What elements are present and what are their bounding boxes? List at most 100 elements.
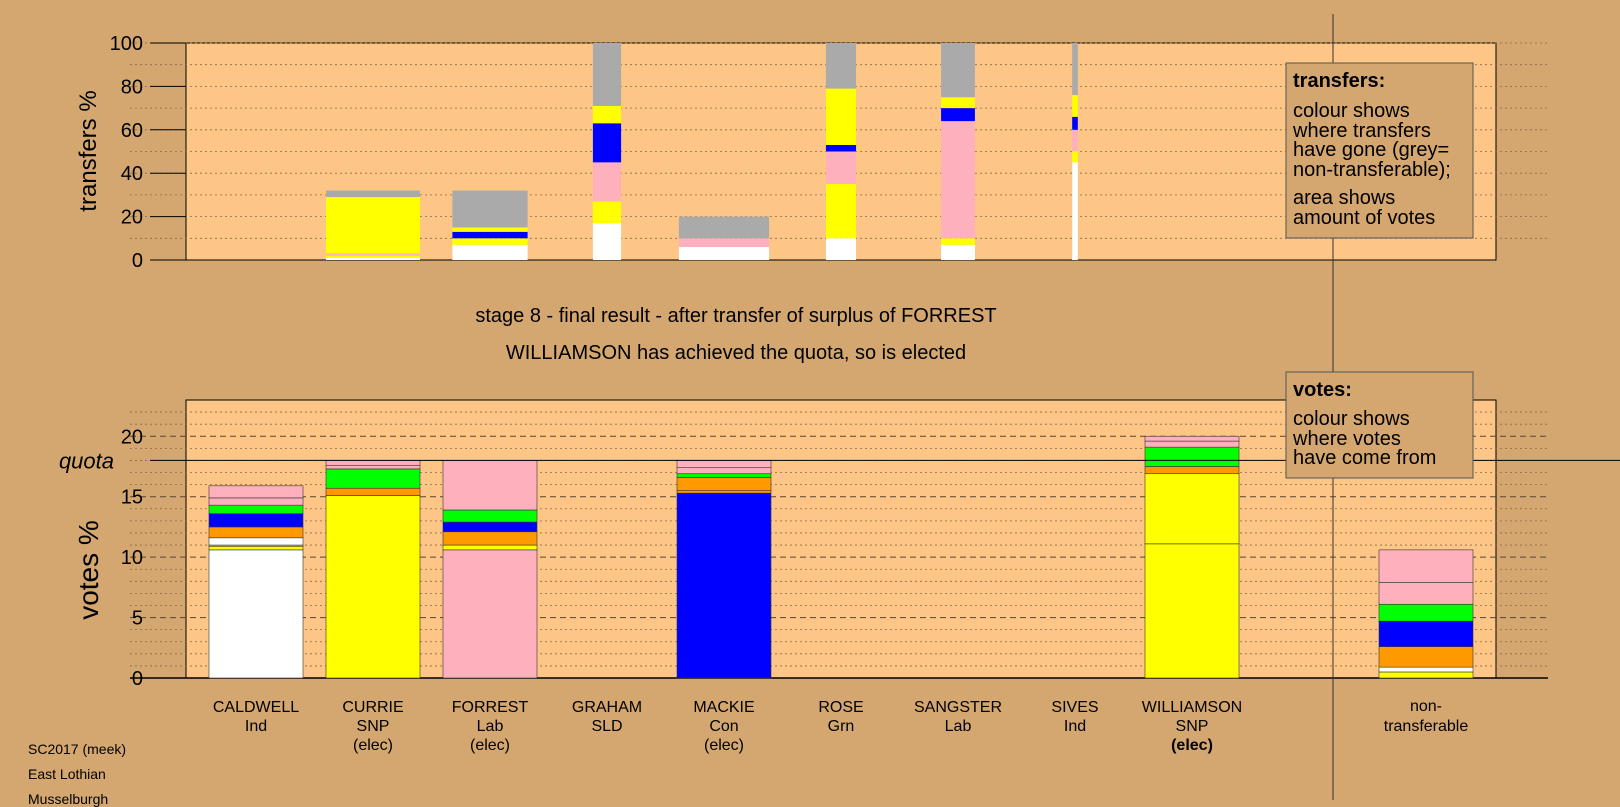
transfer-segment-graham — [592, 105, 622, 124]
footer-council: East Lothian — [28, 766, 106, 782]
vote-segment-currie — [325, 464, 421, 470]
transfers-y-label: transfers % — [75, 90, 102, 211]
candidate-name: MACKIE — [693, 699, 754, 716]
vote-segment-forrest — [442, 549, 538, 679]
candidate-party: SNP — [1176, 718, 1209, 735]
transfer-segment-currie — [326, 197, 420, 254]
transfers-y-tick-label: 100 — [110, 33, 143, 55]
vote-segment-nontransferable — [1378, 549, 1474, 583]
vote-segment-caldwell — [208, 504, 304, 514]
stage-title: stage 8 - final result - after transfer … — [475, 305, 996, 327]
votes-legend-line: where votes — [1292, 428, 1401, 450]
vote-segment-currie — [325, 495, 421, 679]
transfers-y-tick-label: 60 — [121, 120, 143, 142]
transfer-segment-sives — [1072, 129, 1078, 152]
transfer-segment-sives — [1072, 151, 1078, 163]
vote-segment-caldwell — [208, 549, 304, 679]
vote-segment-caldwell — [208, 545, 304, 551]
transfers-legend-title: transfers: — [1293, 70, 1385, 92]
transfer-segment-forrest — [452, 244, 528, 260]
votes-legend: votes: colour shows where votes have com… — [1285, 371, 1474, 479]
vote-segment-currie — [325, 460, 421, 466]
vote-segment-caldwell — [208, 513, 304, 528]
candidate-party: Lab — [477, 718, 504, 735]
transfers-legend-line: have gone (grey= — [1293, 139, 1449, 161]
transfer-segment-graham — [592, 201, 622, 224]
candidate-status: (elec) — [353, 737, 393, 754]
vote-segment-nontransferable — [1378, 671, 1474, 679]
candidate-party: Ind — [1064, 718, 1086, 735]
votes-y-tick-label: 0 — [132, 668, 143, 690]
nontransferable-label: transferable — [1384, 718, 1469, 735]
transfer-segment-mackie — [678, 246, 770, 260]
transfer-segment-sangster — [941, 121, 975, 239]
footer-ward: Musselburgh — [28, 791, 109, 807]
vote-segment-caldwell — [208, 537, 304, 546]
vote-segment-caldwell — [208, 526, 304, 539]
vote-segment-williamson — [1144, 543, 1240, 679]
transfer-segment-sives — [1072, 95, 1078, 117]
votes-plot: 0 5 10 15 20 quota votes % — [59, 399, 1620, 690]
candidate-party: SNP — [357, 718, 390, 735]
transfer-segment-currie — [326, 190, 420, 198]
candidate-name: WILLIAMSON — [1142, 699, 1242, 716]
vote-segment-nontransferable — [1378, 582, 1474, 605]
transfer-segment-currie — [326, 257, 420, 260]
vote-segment-caldwell — [208, 497, 304, 506]
vote-segment-caldwell — [208, 485, 304, 499]
candidate-party: Grn — [828, 718, 855, 735]
transfer-segment-forrest — [452, 231, 528, 239]
quota-label: quota — [59, 448, 114, 473]
transfer-segment-graham — [592, 123, 622, 163]
transfer-segment-rose — [825, 88, 857, 145]
transfer-segment-rose — [825, 151, 857, 185]
transfer-segment-currie — [326, 253, 420, 256]
votes-legend-line: have come from — [1293, 447, 1436, 469]
candidate-name: CURRIE — [342, 699, 403, 716]
votes-y-label: votes % — [73, 520, 104, 620]
candidate-party: SLD — [591, 718, 622, 735]
transfer-segment-sives — [1072, 43, 1078, 96]
candidate-party: Ind — [245, 718, 267, 735]
candidate-party: Lab — [945, 718, 972, 735]
transfers-legend-line: colour shows — [1293, 100, 1410, 122]
vote-segment-forrest — [442, 460, 538, 511]
transfer-segment-sangster — [941, 108, 975, 122]
transfers-legend: transfers: colour shows where transfers … — [1285, 62, 1474, 239]
candidate-name: SANGSTER — [914, 699, 1002, 716]
vote-segment-nontransferable — [1378, 666, 1474, 673]
vote-segment-mackie — [676, 477, 772, 491]
transfers-legend-line: amount of votes — [1293, 207, 1435, 229]
vote-segment-mackie — [676, 492, 772, 679]
votes-legend-line: colour shows — [1293, 408, 1410, 430]
transfers-y-tick-label: 20 — [121, 207, 143, 229]
vote-segment-mackie — [676, 460, 772, 468]
transfers-legend-line: area shows — [1293, 187, 1395, 209]
votes-y-tick-label: 15 — [121, 487, 143, 509]
transfer-segment-rose — [825, 43, 857, 89]
vote-segment-mackie — [676, 473, 772, 478]
vote-segment-forrest — [442, 521, 538, 533]
vote-segment-nontransferable — [1378, 603, 1474, 622]
vote-segment-mackie — [676, 467, 772, 475]
vote-segment-nontransferable — [1378, 620, 1474, 647]
vote-segment-nontransferable — [1378, 646, 1474, 668]
transfer-segment-sives — [1072, 162, 1078, 260]
vote-segment-forrest — [442, 509, 538, 523]
candidate-status: (elec) — [704, 737, 744, 754]
vote-segment-williamson — [1144, 466, 1240, 475]
vote-segment-williamson — [1144, 440, 1240, 448]
transfers-y-tick-label: 40 — [121, 163, 143, 185]
transfers-plot: 0 20 40 60 80 100 transfers % — [75, 33, 1548, 272]
candidate-labels: CALDWELL Ind CURRIE SNP (elec) FORREST Lab (ele… — [213, 699, 1242, 754]
votes-y-ticks: 0 5 10 15 20 — [121, 426, 143, 690]
vote-segment-williamson — [1144, 435, 1240, 442]
transfer-segment-forrest — [452, 190, 528, 228]
transfer-segment-mackie — [678, 216, 770, 239]
candidate-party: Con — [709, 718, 738, 735]
transfer-segment-sives — [1072, 116, 1078, 130]
transfer-segment-sangster — [941, 244, 975, 260]
transfer-segment-graham — [592, 162, 622, 202]
votes-legend-box — [1285, 371, 1474, 479]
